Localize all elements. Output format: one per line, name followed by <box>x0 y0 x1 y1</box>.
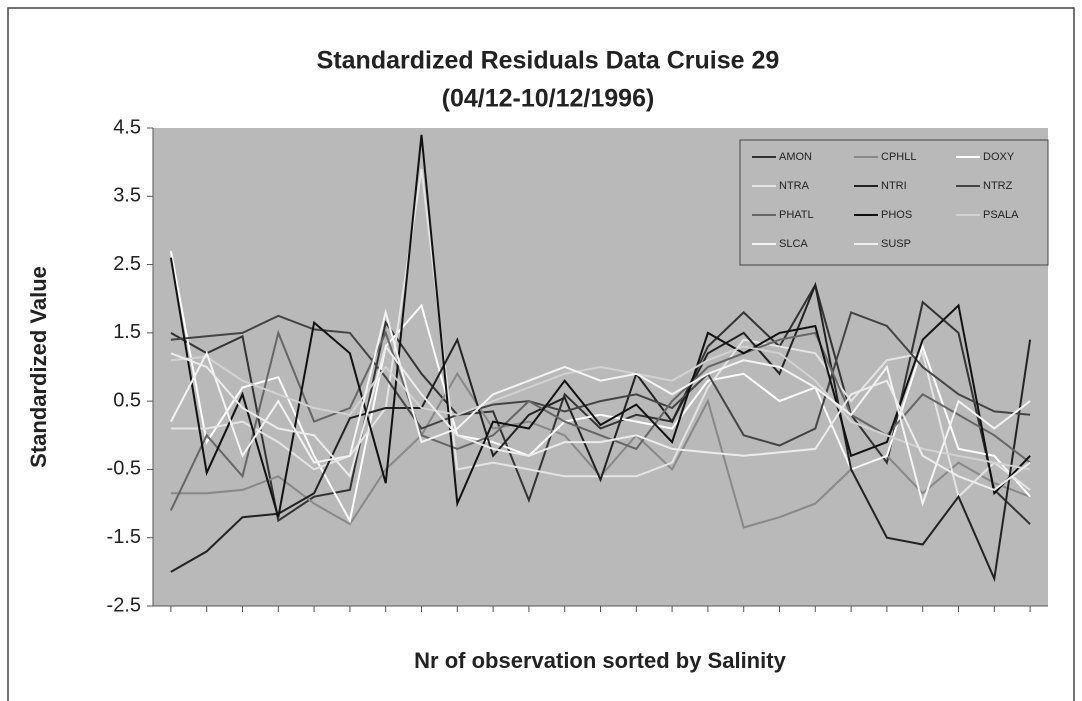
legend-label: PSALA <box>983 209 1019 221</box>
legend-label: SUSP <box>881 238 911 250</box>
y-tick-label: 0.5 <box>113 389 141 411</box>
series-line <box>170 281 1032 583</box>
y-tick-label: 3.5 <box>113 185 141 207</box>
legend-label: PHATL <box>779 209 814 221</box>
legend-label: PHOS <box>881 209 912 221</box>
y-tick-label: 1.5 <box>113 321 141 343</box>
y-tick-label: -1.5 <box>107 526 141 548</box>
series-line <box>170 344 1031 492</box>
series-line <box>169 134 1031 518</box>
y-tick-label: 4.5 <box>113 116 141 138</box>
y-tick-label: 2.5 <box>113 253 141 275</box>
series-line <box>170 308 1031 508</box>
legend-label: SLCA <box>779 238 808 250</box>
legend-label: NTRA <box>779 180 810 192</box>
legend-label: DOXY <box>983 151 1015 163</box>
y-tick-label: -0.5 <box>107 458 141 480</box>
y-tick-label: -2.5 <box>107 594 141 616</box>
series-line <box>170 168 1031 499</box>
legend-label: AMON <box>779 151 812 163</box>
chart-subtitle: (04/12-10/12/1996) <box>442 85 655 113</box>
series-line <box>169 250 1031 524</box>
series-line <box>170 345 1031 471</box>
x-axis-label: Nr of observation sorted by Salinity <box>414 648 786 673</box>
chart-title: Standardized Residuals Data Cruise 29 <box>317 47 780 75</box>
legend-label: NTRI <box>881 180 907 192</box>
series-line <box>170 282 1031 525</box>
y-axis-label: Standardized Value <box>26 266 51 468</box>
legend-label: NTRZ <box>983 180 1013 192</box>
series-line <box>170 311 1031 447</box>
legend-box <box>739 139 1049 266</box>
legend-label: CPHLL <box>881 151 916 163</box>
